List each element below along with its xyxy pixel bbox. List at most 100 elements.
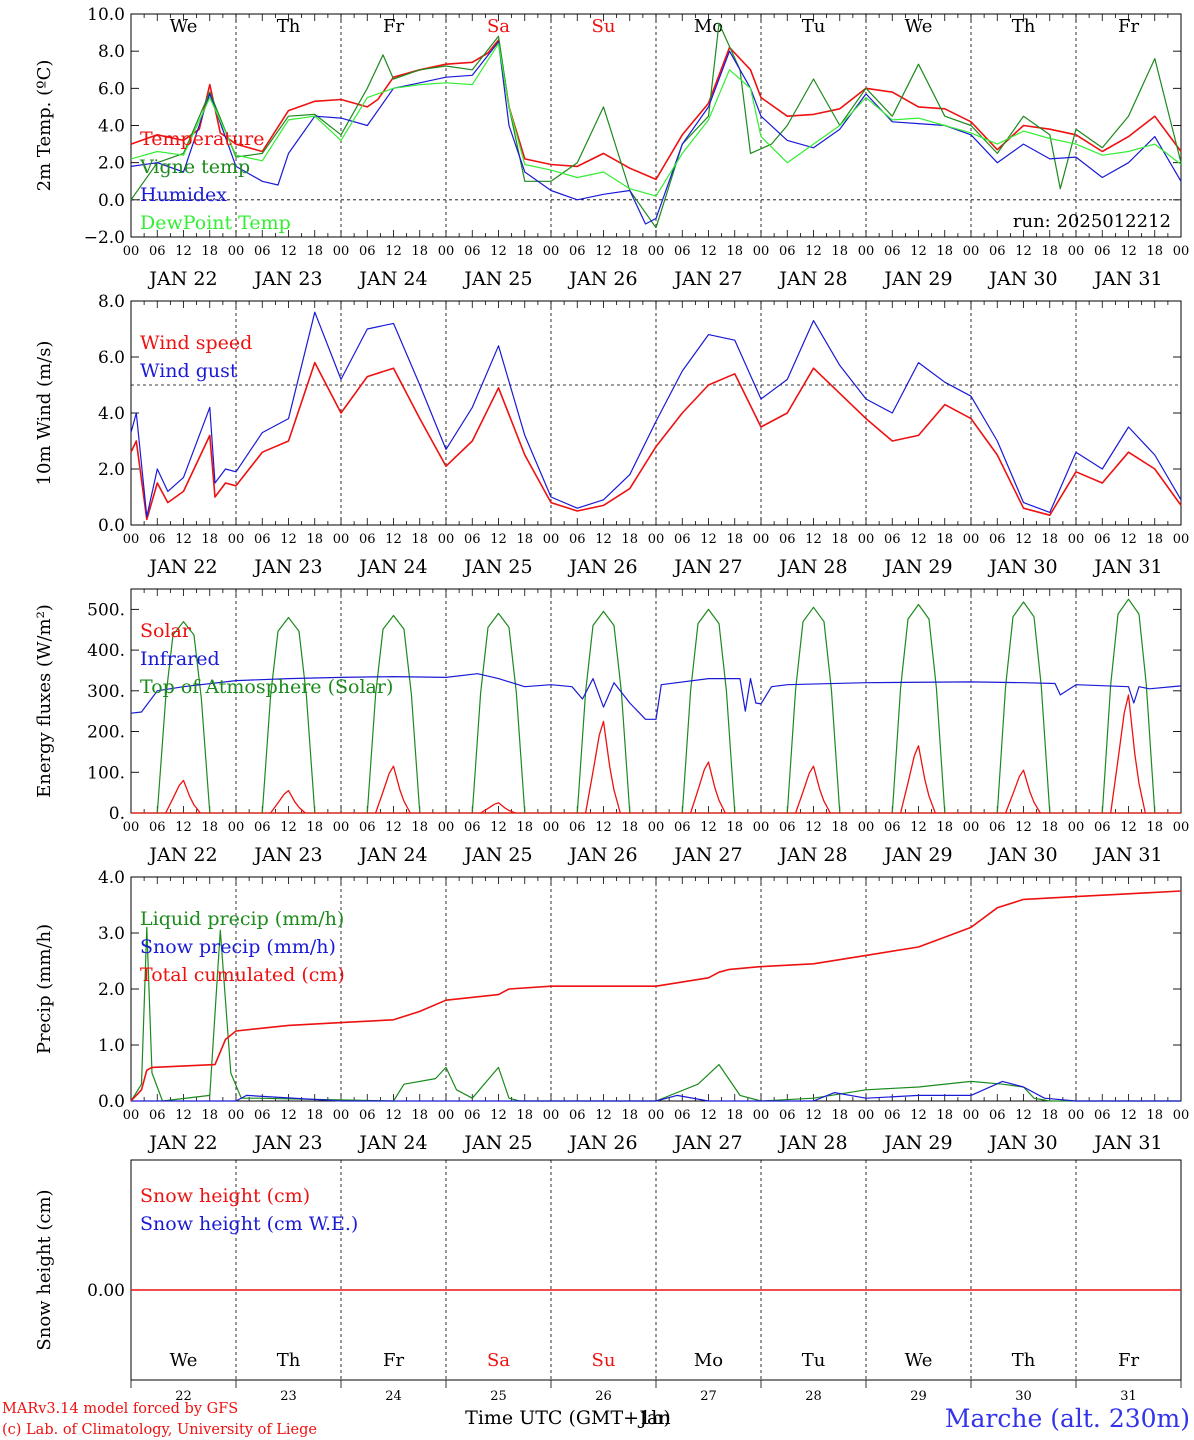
hour-tick-label: 00	[648, 244, 665, 259]
hour-tick-label: 12	[1015, 532, 1032, 547]
date-label: JAN 28	[777, 556, 847, 578]
meteogram-panels: −2.0 0.0 2.0 4.0 6.0 8.0 10.0 2m Temp. (ºC) We Th…	[34, 5, 1189, 1404]
y-tick-label: 0.00	[87, 1281, 125, 1301]
hour-tick-label: 00	[438, 244, 455, 259]
hour-tick-label: 12	[1015, 244, 1032, 259]
legend-entry: Snow height (cm W.E.)	[140, 1213, 358, 1235]
snow-precip-mm-h-line	[131, 1080, 1181, 1102]
date-label: JAN 29	[882, 1132, 952, 1154]
legend-entry: Snow precip (mm/h)	[140, 936, 336, 958]
date-label: JAN 26	[567, 1132, 637, 1154]
y-tick-label: 2.0	[98, 980, 125, 1000]
temperature-line	[130, 39, 1182, 181]
solar-line	[1004, 769, 1041, 814]
hour-tick-label: 00	[333, 532, 350, 547]
date-label: JAN 23	[252, 268, 322, 290]
date-label: JAN 30	[987, 1132, 1057, 1154]
weekday-label: Fr	[383, 1350, 404, 1371]
weekday-label: Su	[592, 1350, 616, 1371]
hour-tick-label: 00	[438, 1108, 455, 1123]
weekday-label: Th	[1012, 16, 1036, 37]
hour-tick-label: 12	[280, 244, 297, 259]
hour-tick-label: 00	[1173, 244, 1190, 259]
hour-tick-label: 18	[831, 820, 848, 835]
date-label: JAN 25	[462, 844, 532, 866]
hour-tick-label: 06	[1094, 532, 1111, 547]
wind-gust-line	[130, 311, 1182, 518]
hour-tick-label: 12	[1120, 244, 1137, 259]
date-label: JAN 30	[987, 556, 1057, 578]
hour-tick-label: 00	[123, 532, 140, 547]
hour-tick-label: 06	[884, 532, 901, 547]
solar-line	[270, 789, 306, 814]
hour-tick-label: 06	[149, 532, 166, 547]
hour-tick-label: 06	[779, 244, 796, 259]
hour-tick-label: 00	[333, 820, 350, 835]
date-label: JAN 30	[987, 844, 1057, 866]
hour-tick-label: 06	[1094, 244, 1111, 259]
hour-tick-label: 00	[753, 532, 770, 547]
hour-tick-label: 18	[726, 244, 743, 259]
day-number-label: 30	[1015, 1389, 1032, 1404]
solar-line	[1110, 694, 1146, 814]
hour-tick-label: 12	[910, 1108, 927, 1123]
hour-tick-label: 18	[936, 820, 953, 835]
date-label: JAN 24	[357, 268, 427, 290]
date-label: JAN 27	[672, 556, 742, 578]
hour-tick-label: 12	[910, 820, 927, 835]
toa-solar-line	[261, 616, 316, 814]
y-tick-label: 1.0	[98, 1036, 125, 1056]
hour-tick-label: 06	[359, 244, 376, 259]
hour-tick-label: 12	[1120, 820, 1137, 835]
weekday-label: We	[170, 16, 198, 37]
hour-tick-label: 18	[936, 532, 953, 547]
hour-tick-label: 18	[516, 532, 533, 547]
y-tick-label: 6.0	[98, 348, 125, 368]
run-annotation: run: 2025012212	[1013, 211, 1171, 232]
hour-tick-label: 12	[1015, 1108, 1032, 1123]
hour-tick-label: 06	[674, 532, 691, 547]
date-label: JAN 23	[252, 1132, 322, 1154]
hour-tick-label: 18	[516, 1108, 533, 1123]
date-label: JAN 29	[882, 556, 952, 578]
hour-tick-label: 00	[1173, 1108, 1190, 1123]
day-number-label: 28	[805, 1389, 822, 1404]
hour-tick-label: 18	[411, 820, 428, 835]
hour-tick-label: 18	[1041, 244, 1058, 259]
legend-entry: Wind gust	[140, 360, 238, 382]
date-label: JAN 25	[462, 556, 532, 578]
panel-3: 0. 100. 200. 300. 400. 500. Energy fluxes (W/m…	[34, 588, 1189, 866]
hour-tick-label: 18	[831, 244, 848, 259]
hour-tick-label: 18	[1146, 820, 1163, 835]
hour-tick-label: 12	[490, 244, 507, 259]
y-tick-label: 6.0	[98, 79, 125, 99]
date-label: JAN 30	[987, 268, 1057, 290]
hour-tick-label: 00	[438, 820, 455, 835]
hour-tick-label: 12	[175, 1108, 192, 1123]
hour-tick-label: 06	[464, 1108, 481, 1123]
hour-tick-label: 00	[753, 820, 770, 835]
hour-tick-label: 00	[333, 1108, 350, 1123]
hour-tick-label: 06	[254, 1108, 271, 1123]
hour-tick-label: 12	[280, 532, 297, 547]
hour-tick-label: 12	[385, 1108, 402, 1123]
hour-tick-label: 06	[779, 1108, 796, 1123]
solar-line	[165, 779, 201, 814]
hour-tick-label: 00	[543, 1108, 560, 1123]
weekday-label: Sa	[487, 1350, 510, 1371]
vigne-temp-line	[130, 22, 1182, 229]
x-axis-label-overlap: Jan	[637, 1407, 670, 1429]
hour-tick-label: 06	[254, 532, 271, 547]
hour-tick-label: 18	[1041, 820, 1058, 835]
hour-tick-label: 12	[385, 820, 402, 835]
hour-tick-label: 06	[884, 244, 901, 259]
total-cumulated-cm-line	[130, 890, 1182, 1102]
weekday-label: Th	[277, 1350, 301, 1371]
y-tick-label: 10.0	[87, 5, 125, 25]
hour-tick-label: 00	[858, 1108, 875, 1123]
date-label: JAN 26	[567, 268, 637, 290]
hour-tick-label: 18	[201, 820, 218, 835]
hour-tick-label: 06	[779, 532, 796, 547]
hour-tick-label: 12	[280, 820, 297, 835]
hour-tick-label: 06	[674, 820, 691, 835]
